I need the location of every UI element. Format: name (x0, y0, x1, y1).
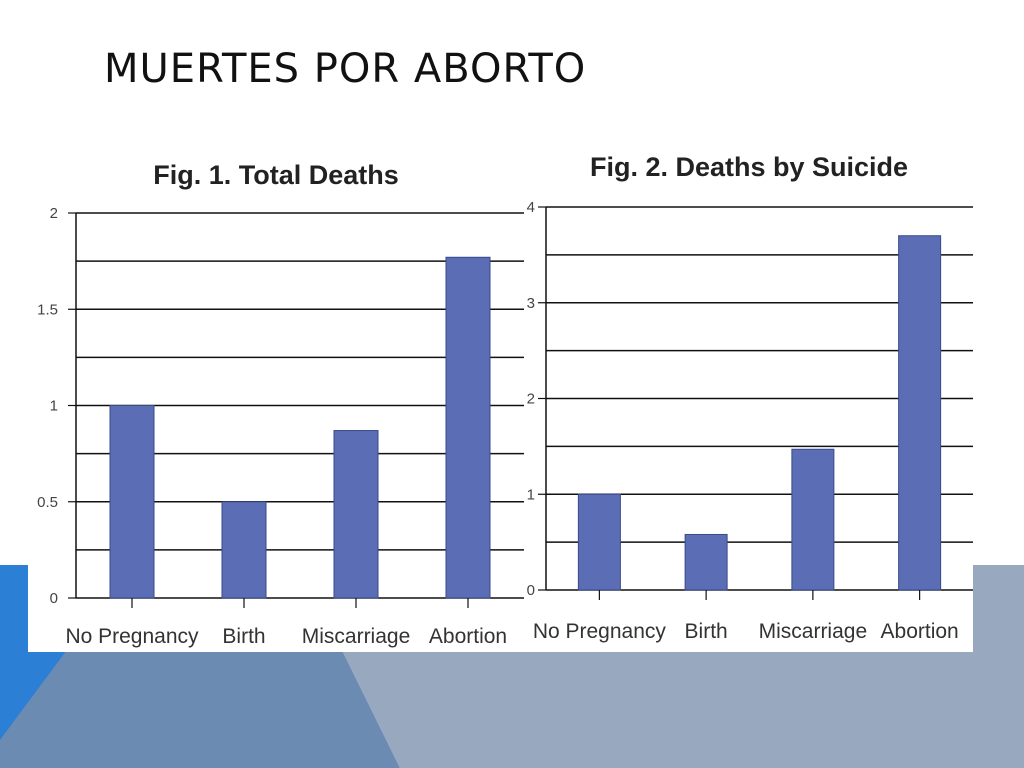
y-tick-label: 0 (527, 582, 535, 599)
category-label: Birth (222, 625, 265, 648)
y-tick-label: 3 (527, 295, 535, 312)
category-label: Birth (685, 620, 728, 643)
bar (684, 533, 728, 591)
category-label: Miscarriage (759, 620, 868, 643)
bar (333, 430, 379, 599)
bar (577, 493, 621, 591)
y-tick-label: 2 (527, 391, 535, 408)
bar (445, 256, 491, 599)
y-tick-label: 4 (527, 199, 535, 216)
chart-2: Fig. 2. Deaths by Suicide 0 1 2 3 4 No Pregnan… (527, 152, 973, 643)
y-tick-label: 0.5 (37, 494, 58, 511)
category-label: No Pregnancy (65, 625, 199, 648)
bar (898, 235, 942, 591)
chart-title: Fig. 1. Total Deaths (153, 160, 399, 190)
category-label: Miscarriage (302, 625, 411, 648)
slide-title: MUERTES POR ABORTO (104, 46, 587, 92)
category-label: Abortion (429, 625, 507, 648)
chart-1: Fig. 1. Total Deaths 0 0.5 1 1.5 2 No Pregnanc… (37, 160, 524, 648)
chart-panel: Fig. 1. Total Deaths 0 0.5 1 1.5 2 No Pregnanc… (28, 140, 973, 652)
bar (791, 448, 835, 591)
category-label: Abortion (881, 620, 959, 643)
bar (221, 501, 267, 599)
charts-svg: Fig. 1. Total Deaths 0 0.5 1 1.5 2 No Pregnanc… (37, 152, 973, 648)
y-tick-label: 1 (527, 486, 535, 503)
y-tick-label: 1.5 (37, 301, 58, 318)
chart-title: Fig. 2. Deaths by Suicide (590, 152, 908, 182)
y-tick-label: 2 (50, 205, 58, 222)
bar (109, 405, 155, 599)
category-label: No Pregnancy (533, 620, 667, 643)
y-tick-label: 0 (50, 590, 58, 607)
y-tick-label: 1 (50, 398, 58, 415)
